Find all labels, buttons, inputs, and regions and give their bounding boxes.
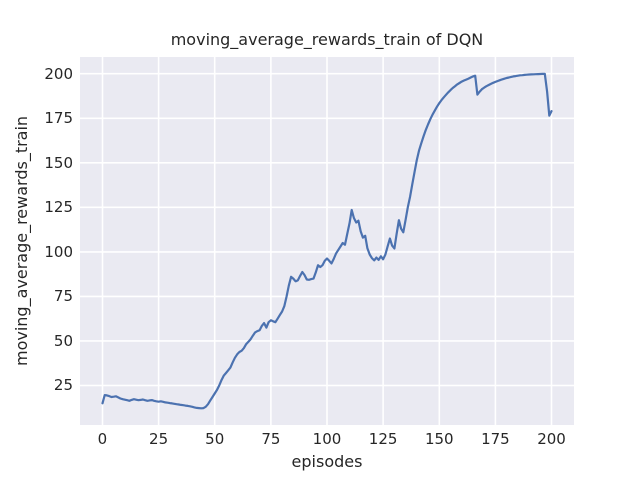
grid-lines bbox=[80, 57, 574, 425]
x-tick-label: 50 bbox=[205, 430, 225, 448]
line-chart-svg bbox=[80, 57, 574, 425]
x-tick-label: 125 bbox=[368, 430, 398, 448]
x-tick-label: 175 bbox=[481, 430, 510, 448]
y-tick-label: 100 bbox=[44, 242, 73, 261]
x-axis-label: episodes bbox=[291, 452, 363, 471]
chart-title: moving_average_rewards_train of DQN bbox=[170, 30, 484, 49]
dqn-reward-line-series bbox=[101, 72, 553, 410]
y-tick-label: 25 bbox=[53, 376, 73, 395]
x-tick-label: 150 bbox=[424, 430, 454, 448]
y-tick-label: 50 bbox=[53, 331, 73, 350]
plot-area bbox=[80, 57, 574, 425]
y-tick-label: 75 bbox=[53, 287, 73, 306]
x-tick-label: 200 bbox=[537, 430, 566, 448]
x-tick-label: 0 bbox=[97, 430, 108, 448]
x-tick-label: 25 bbox=[149, 430, 169, 448]
y-tick-label: 175 bbox=[44, 109, 73, 128]
y-tick-label: 200 bbox=[44, 64, 73, 83]
y-tick-label: 150 bbox=[44, 153, 73, 172]
y-axis-label: moving_average_rewards_train bbox=[12, 115, 31, 367]
x-tick-label: 100 bbox=[312, 430, 342, 448]
x-tick-label: 75 bbox=[261, 430, 281, 448]
y-tick-label: 125 bbox=[44, 198, 73, 217]
